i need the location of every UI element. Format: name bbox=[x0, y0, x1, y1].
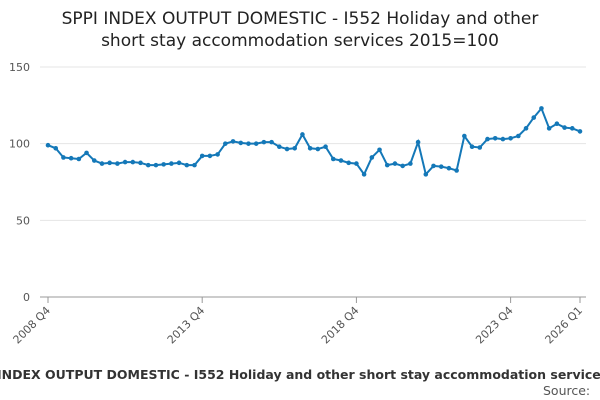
data-point bbox=[300, 132, 305, 137]
data-line bbox=[47, 106, 581, 177]
data-point bbox=[369, 155, 375, 160]
data-point bbox=[61, 155, 66, 160]
y-tick-label: 150 bbox=[9, 61, 30, 74]
data-point bbox=[523, 126, 529, 131]
data-point bbox=[546, 126, 552, 131]
data-point bbox=[184, 162, 190, 168]
data-point bbox=[423, 172, 429, 177]
y-tick-label: 100 bbox=[9, 138, 30, 151]
source: Source: bbox=[543, 383, 590, 398]
x-tick-label: 2008 Q4 bbox=[11, 304, 54, 347]
data-point bbox=[539, 106, 544, 111]
data-point bbox=[277, 144, 282, 150]
data-point bbox=[107, 160, 112, 166]
data-point bbox=[45, 142, 51, 148]
data-point bbox=[330, 156, 336, 162]
data-point bbox=[346, 160, 351, 166]
data-point bbox=[145, 162, 151, 168]
data-point bbox=[253, 141, 259, 146]
y-tick-label: 50 bbox=[16, 214, 30, 227]
x-tick-label: 2013 Q4 bbox=[165, 304, 208, 347]
data-point bbox=[269, 139, 274, 145]
chart-title-line: short stay accommodation services 2015=1… bbox=[101, 31, 499, 51]
data-point bbox=[554, 121, 560, 127]
data-point bbox=[99, 161, 105, 166]
y-tick-label: 0 bbox=[23, 291, 30, 304]
x-tick-label: 2026 Q1 bbox=[543, 304, 586, 347]
data-point bbox=[485, 136, 490, 142]
data-point bbox=[377, 147, 382, 153]
data-point bbox=[454, 168, 459, 173]
data-point bbox=[508, 136, 513, 141]
data-point bbox=[315, 146, 321, 152]
data-point bbox=[323, 144, 328, 150]
data-point bbox=[153, 162, 159, 168]
data-point bbox=[207, 153, 213, 159]
data-point bbox=[408, 161, 413, 166]
data-point bbox=[199, 153, 205, 159]
data-point bbox=[562, 125, 567, 130]
data-point bbox=[392, 161, 398, 166]
data-point bbox=[431, 163, 436, 169]
data-point bbox=[462, 133, 467, 139]
data-point bbox=[169, 161, 174, 166]
data-point bbox=[122, 159, 128, 165]
data-point bbox=[115, 161, 120, 166]
data-point bbox=[531, 115, 537, 120]
chart-title-line: SPPI INDEX OUTPUT DOMESTIC - I552 Holida… bbox=[62, 9, 539, 29]
data-point bbox=[292, 145, 298, 151]
data-point bbox=[130, 159, 136, 165]
data-point bbox=[577, 129, 583, 134]
data-point bbox=[500, 136, 506, 142]
data-point bbox=[68, 155, 74, 161]
data-point bbox=[223, 141, 228, 146]
data-point bbox=[516, 133, 521, 139]
footer-title: INDEX OUTPUT DOMESTIC - I552 Holiday and… bbox=[0, 367, 600, 382]
data-point bbox=[338, 158, 344, 163]
data-point bbox=[161, 162, 166, 167]
data-point bbox=[53, 145, 59, 151]
data-point bbox=[384, 162, 390, 168]
data-point bbox=[176, 160, 182, 166]
data-point bbox=[76, 156, 82, 162]
data-point bbox=[238, 140, 244, 146]
x-tick-label: 2023 Q4 bbox=[473, 304, 516, 347]
data-point bbox=[246, 141, 251, 146]
data-point bbox=[438, 164, 444, 169]
data-point bbox=[569, 126, 575, 131]
data-point bbox=[261, 139, 267, 145]
data-point bbox=[415, 139, 421, 145]
data-point bbox=[91, 158, 97, 163]
data-point bbox=[192, 162, 197, 168]
data-point bbox=[307, 145, 313, 151]
data-point bbox=[215, 152, 220, 157]
data-point bbox=[138, 160, 143, 166]
data-point bbox=[400, 163, 405, 169]
data-point bbox=[361, 172, 367, 177]
data-point bbox=[230, 139, 236, 144]
x-tick-label: 2018 Q4 bbox=[319, 304, 362, 347]
data-point bbox=[492, 136, 498, 141]
data-point bbox=[354, 161, 359, 166]
data-point bbox=[477, 145, 483, 150]
data-point bbox=[284, 146, 290, 152]
data-point bbox=[84, 150, 89, 156]
data-point bbox=[469, 144, 475, 150]
data-point bbox=[446, 165, 452, 171]
